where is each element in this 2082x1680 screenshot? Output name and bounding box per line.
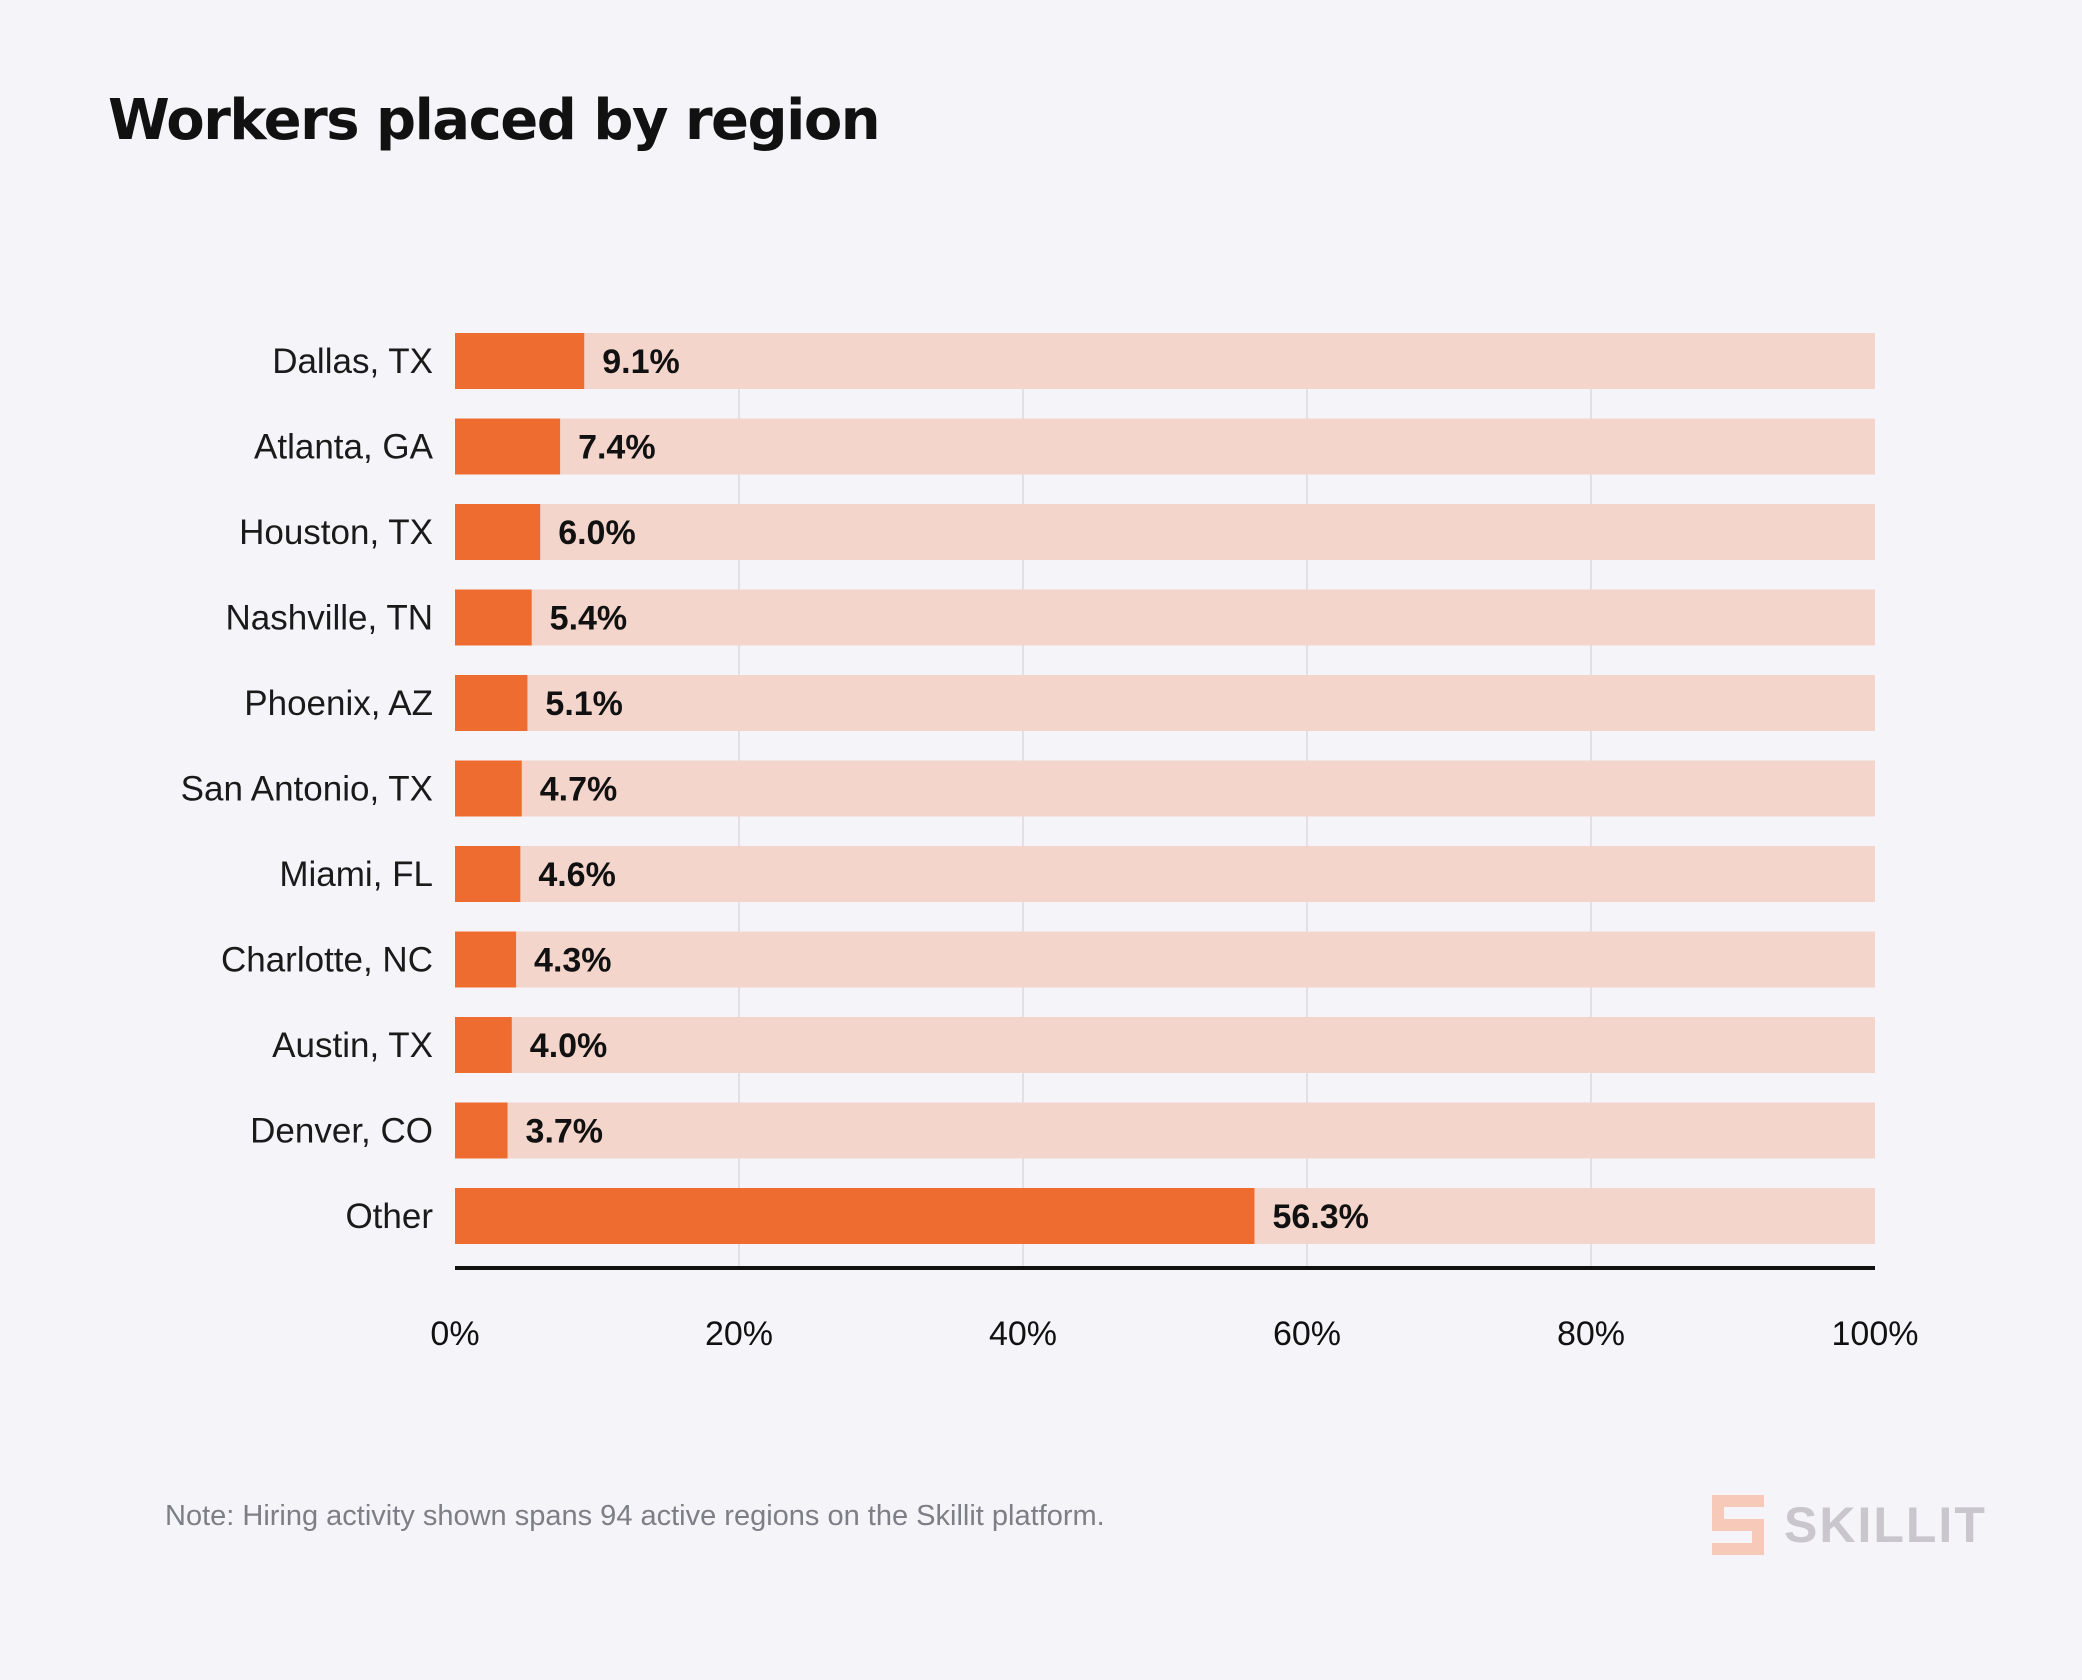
data-label: 56.3%	[1272, 1198, 1368, 1236]
x-axis: 0% 20% 40% 60% 80% 100%	[430, 1266, 1919, 1353]
footnote: Note: Hiring activity shown spans 94 act…	[165, 1500, 1105, 1532]
value-labels: 9.1% 7.4% 6.0% 5.4% 5.1% 4.7% 4.6% 4.3% 4.0% 3.7%…	[526, 343, 1369, 1236]
brand-logo: SKILLIT	[1712, 1493, 2002, 1557]
bar-track	[455, 418, 1875, 475]
bar-track	[455, 589, 1875, 646]
x-tick-label: 40%	[989, 1315, 1057, 1353]
brand-name: SKILLIT	[1784, 1497, 1987, 1553]
category-label: San Antonio, TX	[181, 770, 433, 809]
chart-title: Workers placed by region	[108, 88, 881, 153]
bar	[455, 504, 541, 560]
bars	[455, 333, 1255, 1244]
data-label: 4.3%	[534, 942, 612, 980]
bar	[455, 1188, 1255, 1244]
data-label: 3.7%	[526, 1113, 604, 1151]
data-label: 5.1%	[545, 685, 623, 723]
bar-track	[455, 675, 1875, 731]
x-tick-label: 80%	[1557, 1315, 1625, 1353]
category-label: Denver, CO	[250, 1112, 433, 1151]
data-label: 4.6%	[538, 856, 616, 894]
category-label: Other	[345, 1197, 433, 1236]
x-tick-label: 60%	[1273, 1315, 1341, 1353]
bar-track	[455, 760, 1875, 817]
bar-track	[455, 1102, 1875, 1159]
bar-track	[455, 504, 1875, 560]
bar-chart: Dallas, TX Atlanta, GA Houston, TX Nashvill…	[181, 333, 1919, 1353]
category-label: Dallas, TX	[272, 342, 433, 381]
category-label: Austin, TX	[272, 1026, 433, 1065]
category-label: Miami, FL	[279, 855, 433, 894]
x-tick-label: 0%	[430, 1315, 479, 1353]
bar	[455, 1102, 508, 1159]
bar	[455, 760, 522, 817]
bar	[455, 333, 585, 389]
bar-track	[455, 846, 1875, 902]
data-label: 7.4%	[578, 429, 656, 467]
data-label: 5.4%	[550, 600, 628, 638]
bar-tracks	[455, 333, 1875, 1244]
bar	[455, 846, 521, 902]
bar-track	[455, 931, 1875, 988]
data-label: 6.0%	[558, 514, 636, 552]
bar	[455, 1017, 512, 1073]
category-label: Nashville, TN	[226, 599, 433, 638]
category-label: Charlotte, NC	[221, 941, 433, 980]
bar-track	[455, 333, 1875, 389]
x-tick-label: 100%	[1832, 1315, 1919, 1353]
bar	[455, 675, 528, 731]
data-label: 4.7%	[540, 771, 618, 809]
logo-mark-bottom	[1712, 1523, 1764, 1555]
bar	[455, 589, 532, 646]
category-label: Atlanta, GA	[254, 428, 434, 467]
bar	[455, 931, 517, 988]
skillit-s-logo-icon	[1712, 1495, 1764, 1555]
category-labels: Dallas, TX Atlanta, GA Houston, TX Nashvill…	[181, 342, 434, 1236]
logo-mark-top	[1712, 1495, 1764, 1527]
data-label: 9.1%	[602, 343, 680, 381]
category-label: Phoenix, AZ	[244, 684, 433, 723]
x-tick-label: 20%	[705, 1315, 773, 1353]
bar-track	[455, 1017, 1875, 1073]
data-label: 4.0%	[530, 1027, 608, 1065]
category-label: Houston, TX	[239, 513, 433, 552]
bar	[455, 418, 561, 475]
